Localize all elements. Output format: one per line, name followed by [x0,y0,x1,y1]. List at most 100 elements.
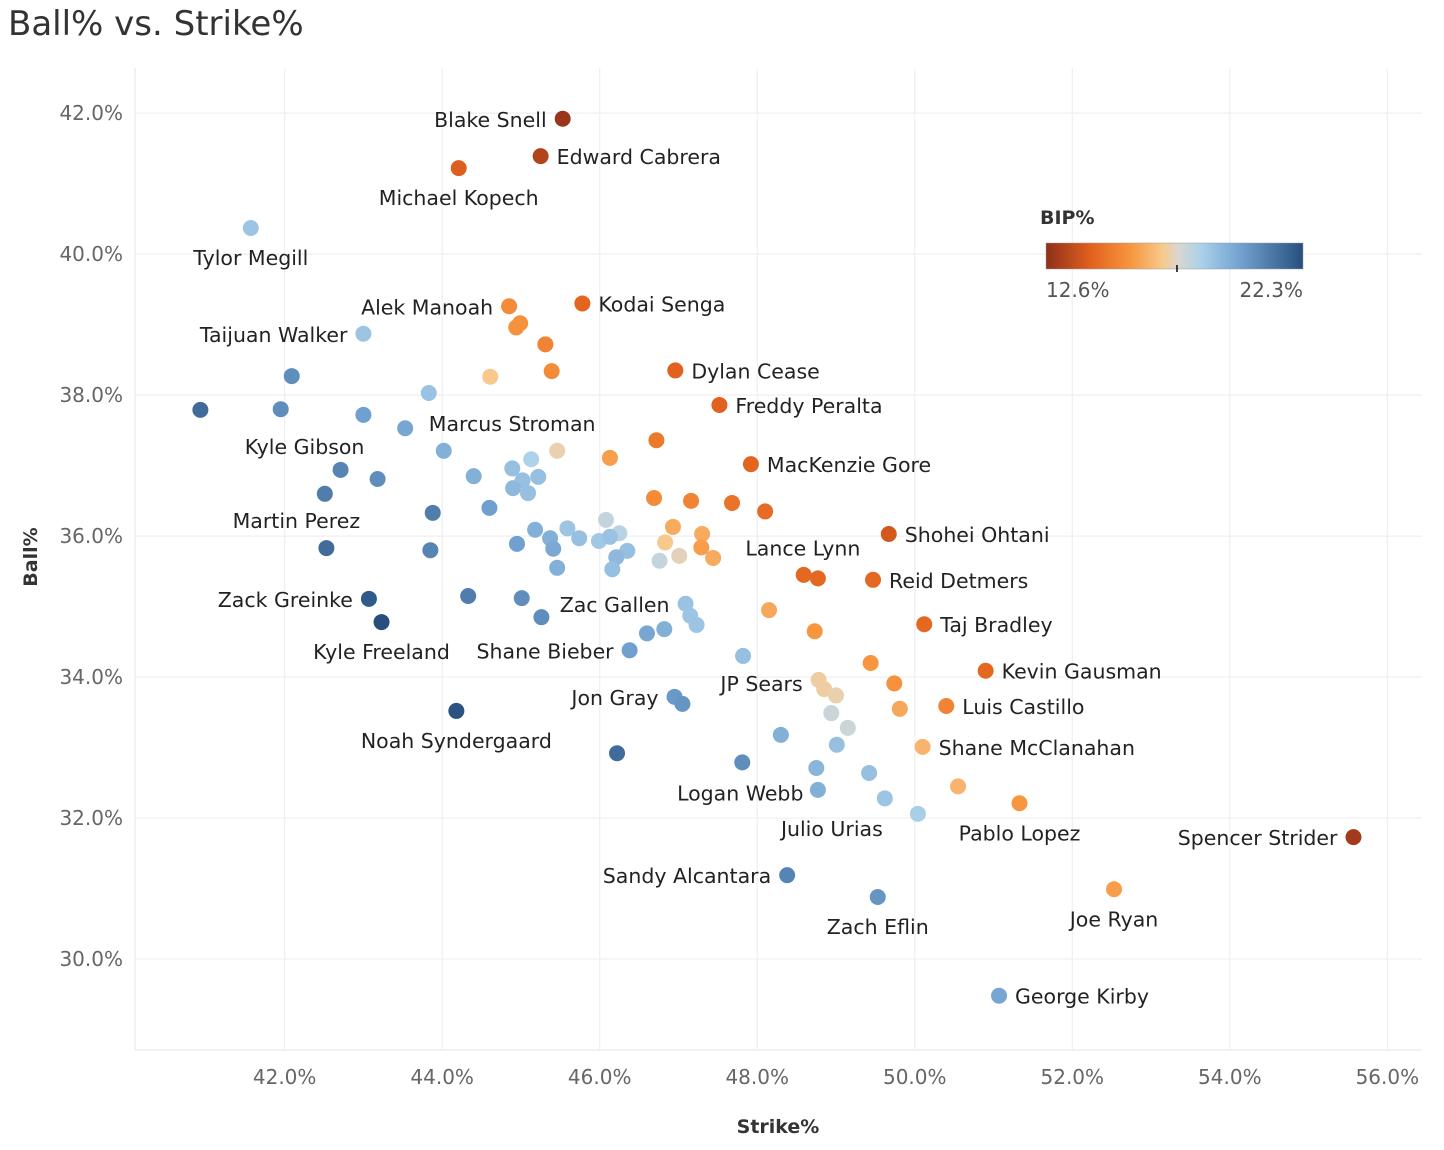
data-point [549,559,566,576]
data-point [671,547,688,564]
data-point [435,442,452,459]
x-tick-label: 52.0% [1041,1065,1105,1089]
legend-min-label: 12.6% [1046,278,1110,302]
data-point [806,623,823,640]
point-label: Taijuan Walker [199,323,348,347]
point-julio-urias [809,781,826,798]
y-tick-label: 42.0% [59,101,123,125]
data-point [601,528,618,545]
legend-max-label: 22.3% [1239,278,1303,302]
point-shohei-ohtani [880,525,897,542]
point-label: Alek Manoah [361,295,493,319]
point-pablo-lopez [1011,795,1028,812]
point-label: Jon Gray [569,686,658,710]
data-point [651,552,668,569]
legend-gradient-bar [1045,242,1304,270]
data-point [504,460,521,477]
point-spencer-strider [1345,829,1362,846]
data-point [422,542,439,559]
x-tick-label: 54.0% [1198,1065,1262,1089]
data-point [559,520,576,537]
data-point [724,494,741,511]
data-point [509,535,526,552]
data-point [283,368,300,385]
data-point [482,368,499,385]
point-label: Zach Eflin [827,915,929,939]
point-taijuan-walker [355,325,372,342]
point-label: Taj Bradley [939,613,1052,637]
data-point [735,647,752,664]
data-point [571,530,588,547]
point-label: George Kirby [1015,985,1149,1009]
point-tylor-megill [242,220,259,237]
data-point [816,681,833,698]
point-label: Kyle Freeland [313,640,450,664]
data-point [909,805,926,822]
point-alek-manoah [501,298,518,315]
data-point [693,539,710,556]
point-shane-bieber [621,642,638,659]
data-point [646,490,663,507]
data-point [657,534,674,551]
x-tick-label: 50.0% [883,1065,947,1089]
data-point [886,675,903,692]
point-label: Pablo Lopez [959,821,1081,845]
data-point [543,363,560,380]
y-tick-label: 40.0% [59,242,123,266]
point-label: Tylor Megill [192,246,308,270]
data-point [520,485,537,502]
x-tick-label: 48.0% [725,1065,789,1089]
point-zack-greinke [360,590,377,607]
point-shane-mcclanahan [914,738,931,755]
data-point [772,726,789,743]
data-point [950,778,967,795]
point-label: Luis Castillo [962,695,1084,719]
point-kyle-gibson [332,461,349,478]
data-point [420,384,437,401]
point-label: Lance Lynn [745,536,860,560]
point-dylan-cease [667,362,684,379]
point-logan-webb [734,754,751,771]
point-label: Reid Detmers [889,569,1028,593]
data-point [757,503,774,520]
data-point [192,401,209,418]
point-label: Julio Urias [779,817,883,841]
chart-title: Ball% vs. Strike% [8,4,304,44]
data-point [648,432,665,449]
data-point [664,518,681,535]
data-point [355,406,372,423]
point-label: Blake Snell [434,108,547,132]
data-point [828,736,845,753]
point-label: Kodai Senga [598,292,725,316]
data-point [674,695,691,712]
point-label: Zack Greinke [218,588,353,612]
y-tick-label: 38.0% [59,383,123,407]
data-point [527,521,544,538]
point-label: MacKenzie Gore [767,453,931,477]
data-point [537,336,554,353]
x-tick-label: 56.0% [1356,1065,1420,1089]
y-tick-label: 34.0% [59,665,123,689]
data-point [545,540,562,557]
y-tick-label: 36.0% [59,524,123,548]
data-point [827,687,844,704]
gridlines [134,68,1422,1051]
point-zach-eflin [869,889,886,906]
point-kodai-senga [574,295,591,312]
point-george-kirby [991,987,1008,1004]
point-blake-snell [554,110,571,127]
points [192,110,1362,1004]
data-point [465,468,482,485]
data-point [513,590,530,607]
y-axis-title: Ball% [20,527,42,586]
data-point [808,760,825,777]
point-label: Spencer Strider [1178,826,1338,850]
data-point [795,566,812,583]
point-kyle-freeland [373,614,390,631]
point-label: Michael Kopech [379,186,539,210]
data-point [861,764,878,781]
point-label: Zac Gallen [560,593,670,617]
data-point [638,625,655,642]
point-marcus-stroman [549,442,566,459]
